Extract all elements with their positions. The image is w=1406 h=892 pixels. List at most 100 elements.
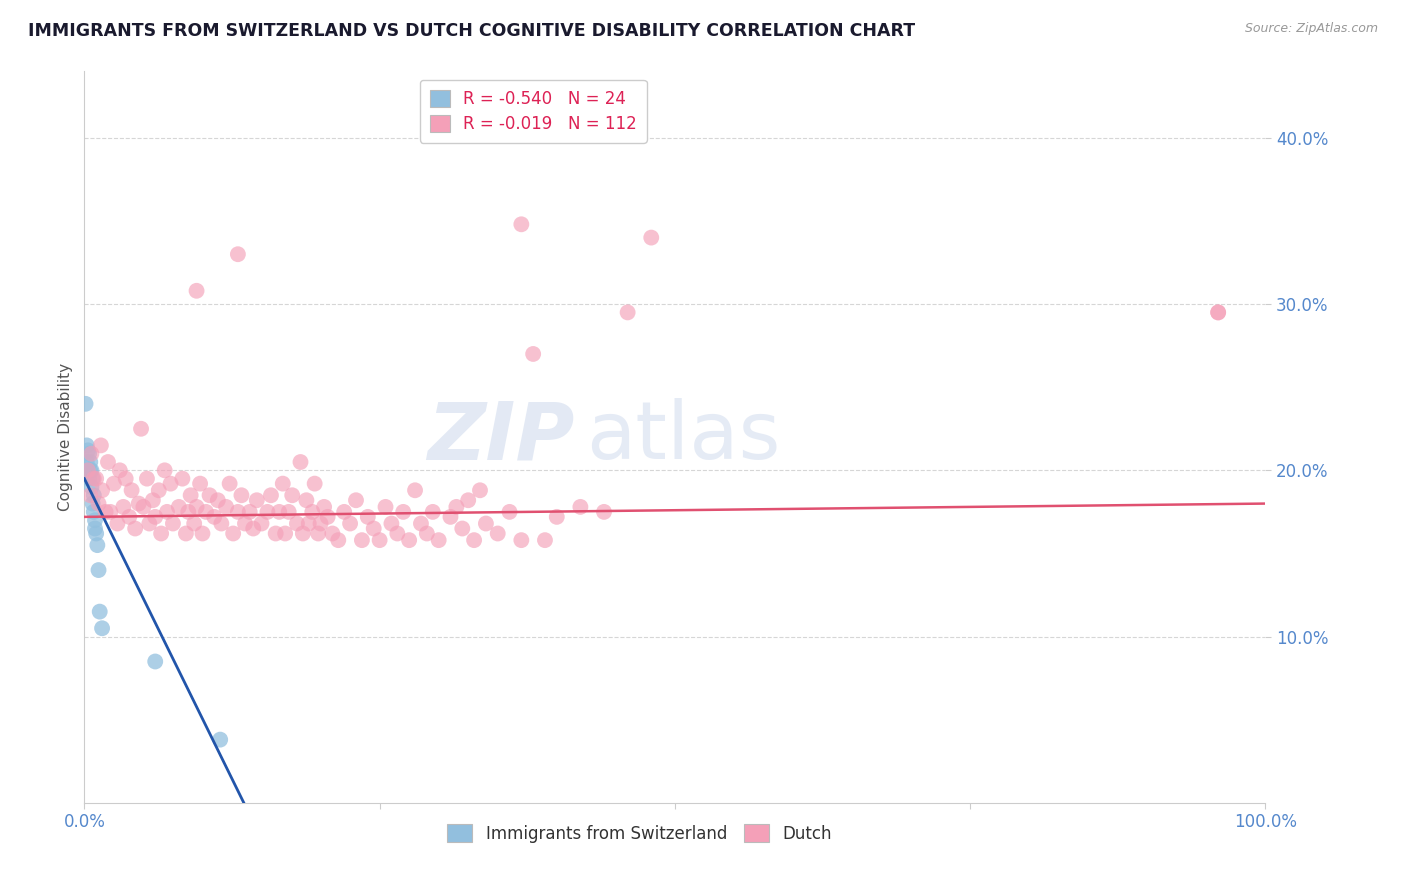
Point xyxy=(207,493,229,508)
Point xyxy=(136,472,159,486)
Point xyxy=(118,509,141,524)
Point xyxy=(295,493,318,508)
Point xyxy=(84,526,107,541)
Point xyxy=(83,472,105,486)
Point xyxy=(569,500,592,514)
Point xyxy=(260,488,283,502)
Point xyxy=(422,505,444,519)
Point xyxy=(87,563,110,577)
Point xyxy=(510,533,533,548)
Point xyxy=(307,526,329,541)
Point xyxy=(177,505,200,519)
Point xyxy=(79,488,101,502)
Point xyxy=(79,455,101,469)
Point xyxy=(246,493,269,508)
Point xyxy=(198,488,221,502)
Point xyxy=(271,476,294,491)
Text: ZIP: ZIP xyxy=(427,398,575,476)
Point xyxy=(233,516,256,531)
Point xyxy=(148,483,170,498)
Point xyxy=(79,463,101,477)
Point xyxy=(75,397,97,411)
Point xyxy=(239,505,262,519)
Point xyxy=(250,516,273,531)
Text: IMMIGRANTS FROM SWITZERLAND VS DUTCH COGNITIVE DISABILITY CORRELATION CHART: IMMIGRANTS FROM SWITZERLAND VS DUTCH COG… xyxy=(28,22,915,40)
Point xyxy=(83,505,105,519)
Point xyxy=(218,476,240,491)
Point xyxy=(291,526,314,541)
Point xyxy=(195,505,218,519)
Point xyxy=(486,526,509,541)
Point xyxy=(153,463,176,477)
Point xyxy=(344,493,367,508)
Point xyxy=(209,516,232,531)
Point xyxy=(522,347,544,361)
Point xyxy=(427,533,450,548)
Y-axis label: Cognitive Disability: Cognitive Disability xyxy=(58,363,73,511)
Point xyxy=(142,493,165,508)
Point xyxy=(463,533,485,548)
Point xyxy=(301,505,323,519)
Point xyxy=(439,509,461,524)
Point xyxy=(274,526,297,541)
Point xyxy=(80,480,103,494)
Point xyxy=(84,513,107,527)
Point xyxy=(167,500,190,514)
Point xyxy=(186,284,208,298)
Point xyxy=(277,505,299,519)
Point xyxy=(328,533,350,548)
Point xyxy=(91,483,114,498)
Point xyxy=(242,521,264,535)
Point xyxy=(392,505,415,519)
Point xyxy=(451,521,474,535)
Text: Source: ZipAtlas.com: Source: ZipAtlas.com xyxy=(1244,22,1378,36)
Point xyxy=(128,497,150,511)
Point xyxy=(90,438,112,452)
Point xyxy=(368,533,391,548)
Point xyxy=(404,483,426,498)
Point xyxy=(226,247,249,261)
Point xyxy=(333,505,356,519)
Point xyxy=(269,505,291,519)
Point xyxy=(380,516,402,531)
Point xyxy=(84,472,107,486)
Point xyxy=(87,497,110,511)
Point xyxy=(316,509,339,524)
Point xyxy=(231,488,253,502)
Point xyxy=(363,521,385,535)
Point xyxy=(215,500,238,514)
Point xyxy=(398,533,420,548)
Point xyxy=(162,516,184,531)
Point xyxy=(593,505,616,519)
Point xyxy=(112,500,135,514)
Point xyxy=(129,422,152,436)
Point xyxy=(124,521,146,535)
Point xyxy=(446,500,468,514)
Point xyxy=(546,509,568,524)
Point xyxy=(202,509,225,524)
Point xyxy=(77,443,100,458)
Point xyxy=(309,516,332,531)
Point xyxy=(84,521,107,535)
Point xyxy=(77,463,100,477)
Point xyxy=(114,472,136,486)
Point xyxy=(89,605,111,619)
Point xyxy=(188,476,211,491)
Point xyxy=(156,505,179,519)
Point xyxy=(180,488,202,502)
Point xyxy=(80,447,103,461)
Point xyxy=(98,505,121,519)
Point xyxy=(457,493,479,508)
Point xyxy=(80,463,103,477)
Point xyxy=(107,516,129,531)
Point xyxy=(409,516,432,531)
Point xyxy=(387,526,409,541)
Point xyxy=(304,476,326,491)
Point xyxy=(1206,305,1229,319)
Legend: Immigrants from Switzerland, Dutch: Immigrants from Switzerland, Dutch xyxy=(440,818,838,849)
Point xyxy=(290,455,312,469)
Point xyxy=(510,217,533,231)
Point xyxy=(108,463,131,477)
Point xyxy=(281,488,304,502)
Point xyxy=(82,497,104,511)
